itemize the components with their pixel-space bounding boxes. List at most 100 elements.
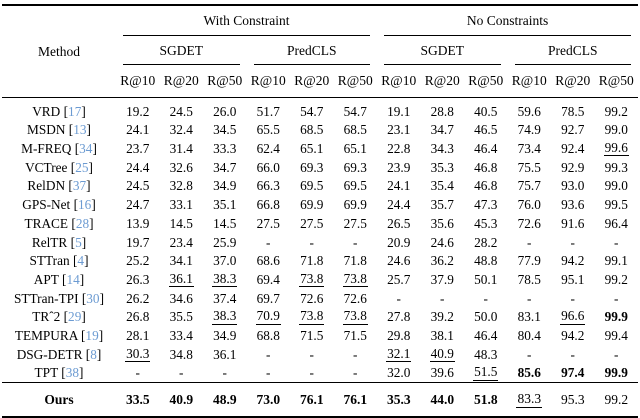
metric-header: R@10 bbox=[377, 65, 421, 98]
value-cell: 83.1 bbox=[517, 309, 541, 325]
value-cell: 34.8 bbox=[169, 346, 193, 362]
method-cell: VCTree [25] bbox=[25, 159, 93, 175]
method-column-header: Method bbox=[2, 5, 116, 98]
value-cell: 69.3 bbox=[343, 159, 367, 175]
value-cell: 66.8 bbox=[256, 197, 280, 213]
value-cell: 71.5 bbox=[343, 327, 367, 343]
value-cell: 73.8 bbox=[299, 270, 325, 288]
value-cell: - bbox=[614, 290, 619, 306]
citation-link[interactable]: 4 bbox=[77, 253, 85, 269]
table-row: DSG-DETR [8] 30.3 34.8 36.1 - - - 32.1 40.9 48.3 -… bbox=[2, 345, 638, 364]
metric-header: R@20 bbox=[420, 65, 465, 98]
value-cell: 39.2 bbox=[430, 309, 454, 325]
value-cell: 20.9 bbox=[387, 234, 411, 250]
value-cell: 36.1 bbox=[213, 346, 237, 362]
value-cell: 99.2 bbox=[604, 271, 628, 287]
value-cell: 46.5 bbox=[474, 122, 498, 138]
method-cell: M-FREQ [34] bbox=[21, 141, 97, 157]
value-cell: 59.6 bbox=[517, 103, 541, 119]
task-header-nc-sgdet: SGDET bbox=[377, 36, 508, 65]
metric-header: R@20 bbox=[551, 65, 595, 98]
citation-link[interactable]: 37 bbox=[72, 178, 87, 194]
value-cell: 26.3 bbox=[126, 271, 150, 287]
citation-link[interactable]: 16 bbox=[78, 197, 92, 213]
value-cell: - bbox=[570, 346, 575, 362]
value-cell: 96.6 bbox=[560, 308, 586, 325]
metric-header: R@10 bbox=[116, 65, 160, 98]
metric-header: R@20 bbox=[290, 65, 334, 98]
value-cell: 54.7 bbox=[300, 103, 324, 119]
value-cell: 69.9 bbox=[343, 197, 367, 213]
value-cell: 13.9 bbox=[126, 215, 150, 231]
citation-link[interactable]: 19 bbox=[85, 327, 99, 343]
method-cell: STTran [4] bbox=[29, 253, 89, 269]
citation-link[interactable]: 29 bbox=[68, 309, 82, 325]
value-cell: 80.4 bbox=[517, 327, 541, 343]
value-cell: 33.4 bbox=[169, 327, 193, 343]
value-cell: - bbox=[614, 234, 619, 250]
method-cell: RelDN [37] bbox=[27, 178, 91, 194]
value-cell: 65.5 bbox=[256, 122, 280, 138]
value-cell: 34.7 bbox=[430, 122, 454, 138]
citation-link[interactable]: 14 bbox=[66, 271, 80, 287]
value-cell: 33.5 bbox=[116, 382, 160, 418]
value-cell: 91.6 bbox=[561, 215, 585, 231]
value-cell: 34.6 bbox=[169, 290, 193, 306]
table-row: RelTR [5] 19.7 23.4 25.9 - - - 20.9 24.6 28.2 - - - bbox=[2, 233, 638, 252]
value-cell: 32.1 bbox=[386, 345, 412, 362]
value-cell: 25.7 bbox=[387, 271, 411, 287]
method-cell: RelTR [5] bbox=[31, 234, 87, 250]
table-body: VRD [17] 19.2 24.5 26.0 51.7 54.7 54.7 19.1 28.8… bbox=[2, 98, 639, 418]
value-cell: 33.3 bbox=[213, 141, 237, 157]
method-cell: Ours bbox=[2, 382, 116, 418]
citation-link[interactable]: 25 bbox=[75, 159, 89, 175]
value-cell: 28.8 bbox=[430, 103, 454, 119]
value-cell: 51.5 bbox=[473, 364, 499, 381]
group-header-with-constraint: With Constraint bbox=[116, 5, 377, 36]
value-cell: 62.4 bbox=[256, 141, 280, 157]
citation-link[interactable]: 8 bbox=[90, 346, 97, 362]
value-cell: - bbox=[527, 290, 532, 306]
value-cell: - bbox=[614, 346, 619, 362]
value-cell: - bbox=[266, 346, 271, 362]
value-cell: 65.1 bbox=[300, 141, 324, 157]
table-row: STTran-TPI [30] 26.2 34.6 37.4 69.7 72.6 72.6 -… bbox=[2, 289, 638, 308]
value-cell: 69.9 bbox=[300, 197, 324, 213]
value-cell: 14.5 bbox=[169, 215, 193, 231]
value-cell: 35.4 bbox=[430, 178, 454, 194]
value-cell: 33.1 bbox=[169, 197, 193, 213]
citation-link[interactable]: 13 bbox=[73, 122, 87, 138]
citation-link[interactable]: 28 bbox=[75, 215, 90, 231]
value-cell: 99.1 bbox=[604, 253, 628, 269]
value-cell: 50.0 bbox=[474, 309, 498, 325]
value-cell: 26.2 bbox=[126, 290, 150, 306]
value-cell: 72.6 bbox=[517, 215, 541, 231]
value-cell: 65.1 bbox=[343, 141, 367, 157]
table-row: M-FREQ [34] 23.7 31.4 33.3 62.4 65.1 65.1 22.8 3… bbox=[2, 139, 638, 158]
value-cell: 22.8 bbox=[387, 141, 411, 157]
table-row: TRˆ2 [29] 26.8 35.5 38.3 70.9 73.8 73.8 27.8 39.… bbox=[2, 308, 638, 327]
citation-link[interactable]: 34 bbox=[79, 141, 93, 157]
table-row: VCTree [25] 24.4 32.6 34.7 66.0 69.3 69.3 23.9 3… bbox=[2, 158, 638, 177]
value-cell: 48.8 bbox=[474, 253, 498, 269]
table-row: TPT [38] - - - - - - 32.0 39.6 51.5 85.6 97.4 99.9 bbox=[2, 364, 638, 383]
value-cell: 93.0 bbox=[561, 178, 585, 194]
value-cell: 37.0 bbox=[213, 253, 237, 269]
citation-link[interactable]: 30 bbox=[86, 290, 100, 306]
method-cell: TEMPURA [19] bbox=[14, 327, 104, 343]
citation-link[interactable]: 5 bbox=[75, 234, 82, 250]
value-cell: 25.9 bbox=[213, 234, 237, 250]
value-cell: 73.4 bbox=[517, 141, 541, 157]
value-cell: 23.7 bbox=[126, 141, 150, 157]
value-cell: 99.4 bbox=[604, 327, 628, 343]
citation-link[interactable]: 17 bbox=[68, 103, 82, 119]
value-cell: - bbox=[353, 346, 358, 362]
value-cell: 95.1 bbox=[561, 271, 585, 287]
value-cell: 27.5 bbox=[343, 215, 367, 231]
task-header-wc-sgdet: SGDET bbox=[116, 36, 247, 65]
value-cell: 36.1 bbox=[168, 270, 194, 288]
value-cell: 37.9 bbox=[430, 271, 454, 287]
value-cell: 24.7 bbox=[126, 197, 150, 213]
value-cell: 51.7 bbox=[256, 103, 280, 119]
citation-link[interactable]: 38 bbox=[65, 365, 80, 381]
